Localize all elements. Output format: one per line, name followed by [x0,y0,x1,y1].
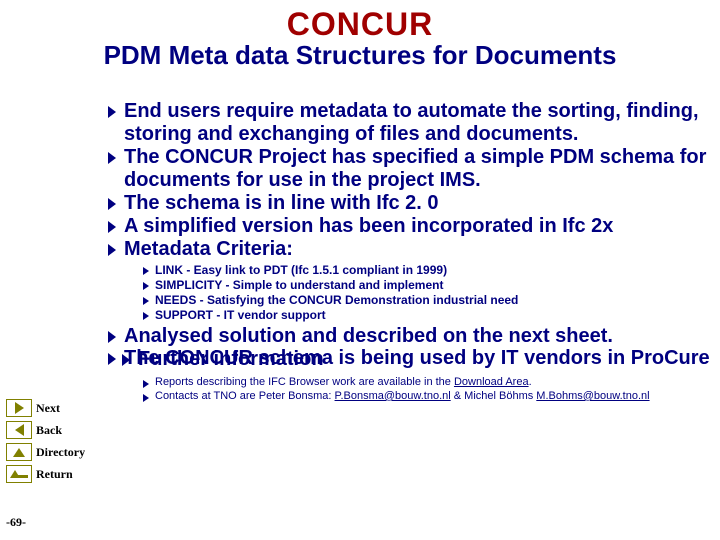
email-link[interactable]: M.Bohms@bouw.tno.nl [536,390,649,402]
download-area-line: Reports describing the IFC Browser work … [155,376,713,390]
sub-bullet-text: NEEDS - Satisfying the CONCUR Demonstrat… [155,293,713,308]
text: . [529,376,532,388]
bullet-text: Metadata Criteria: [124,238,713,261]
page-number: -69- [6,515,26,530]
bullet-icon [108,106,116,118]
bullet-icon [143,394,149,402]
page-title: PDM Meta data Structures for Documents [0,42,720,69]
sub-bullet-text: SUPPORT - IT vendor support [155,308,713,323]
sub-bullet-text: SIMPLICITY - Simple to understand and im… [155,278,713,293]
nav-label: Back [36,423,62,438]
bullet-text: The schema is in line with Ifc 2. 0 [124,192,713,215]
bullet-text: The CONCUR Project has specified a simpl… [124,146,713,192]
logo-concur: CONCUR [0,6,720,43]
bullet-icon [143,267,149,275]
bullet-text: A simplified version has been incorporat… [124,215,713,238]
sub-bullet-text: LINK - Easy link to PDT (Ifc 1.5.1 compl… [155,263,713,278]
bullet-text: Analysed solution and described on the n… [124,325,713,347]
bullet-icon [143,282,149,290]
bullet-icon [122,354,130,366]
nav-panel: Next Back Directory Return [6,398,106,486]
bullet-icon [108,152,116,164]
nav-label: Directory [36,445,85,460]
email-link[interactable]: P.Bonsma@bouw.tno.nl [335,390,451,402]
text: & Michel Böhms [451,390,537,402]
return-icon [6,465,32,483]
nav-directory[interactable]: Directory [6,442,106,462]
nav-next[interactable]: Next [6,398,106,418]
body-content: End users require metadata to automate t… [108,100,713,404]
triangle-right-icon [6,399,32,417]
bullet-icon [108,221,116,233]
further-info-heading: Further information [138,348,713,370]
download-area-link[interactable]: Download Area [454,376,529,388]
text: Reports describing the IFC Browser work … [155,376,454,388]
bullet-text: End users require metadata to automate t… [124,100,713,146]
nav-return[interactable]: Return [6,464,106,484]
text: Contacts at TNO are Peter Bonsma: [155,390,335,402]
bullet-icon [108,244,116,256]
bullet-icon [108,198,116,210]
contacts-line: Contacts at TNO are Peter Bonsma: P.Bons… [155,390,713,404]
bullet-icon [143,380,149,388]
slide: CONCUR PDM Meta data Structures for Docu… [0,0,720,540]
bullet-icon [143,312,149,320]
triangle-up-icon [6,443,32,461]
bullet-icon [143,297,149,305]
nav-label: Return [36,467,73,482]
nav-back[interactable]: Back [6,420,106,440]
bullet-icon [108,353,116,365]
triangle-left-icon [6,421,32,439]
bullet-icon [108,331,116,343]
nav-label: Next [36,401,60,416]
